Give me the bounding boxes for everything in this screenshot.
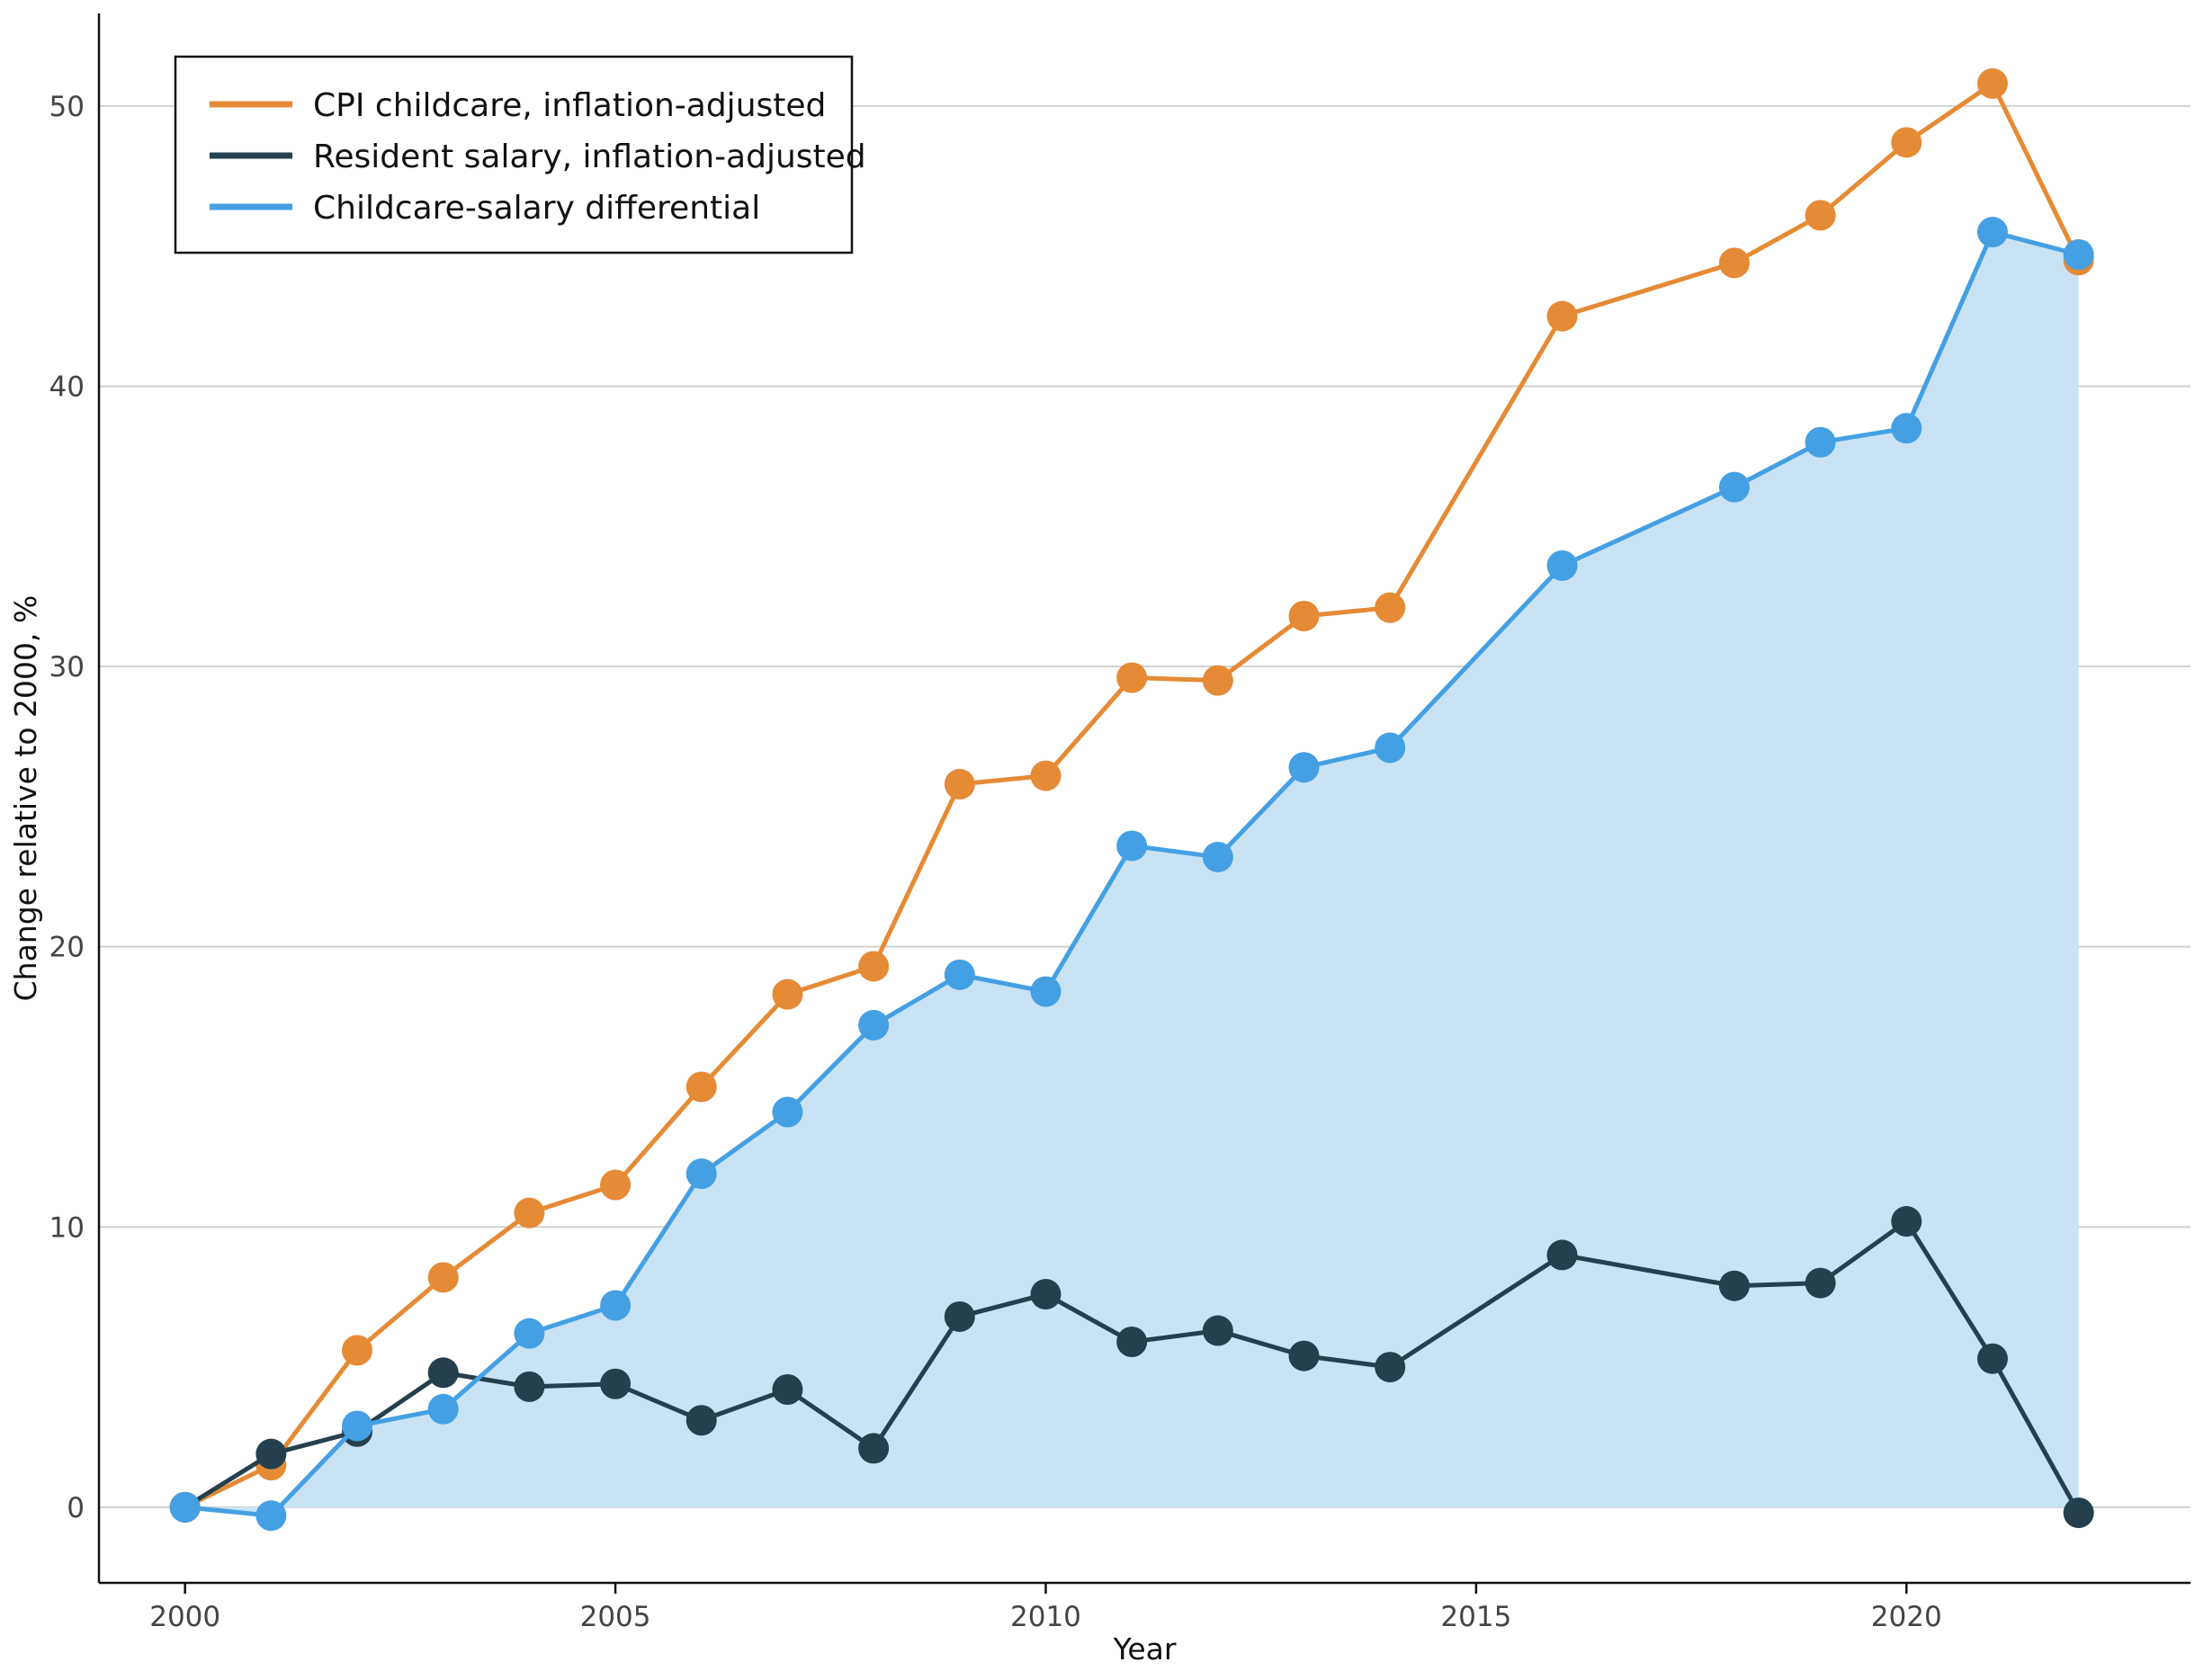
cpi-childcare-point <box>1546 300 1578 332</box>
differential-point <box>1288 752 1320 783</box>
legend-label-resident-salary: Resident salary, inflation-adjusted <box>313 139 866 175</box>
resident-salary-point <box>685 1405 717 1436</box>
cpi-childcare-point <box>1805 200 1836 231</box>
differential-point <box>685 1158 717 1190</box>
resident-salary-point <box>1288 1340 1320 1372</box>
x-tick-label: 2010 <box>1010 1601 1081 1633</box>
y-tick-label: 30 <box>49 651 85 684</box>
cpi-childcare-point <box>1891 127 1922 158</box>
y-tick-label: 50 <box>49 91 85 123</box>
cpi-childcare-point <box>1718 247 1750 279</box>
cpi-childcare-point <box>514 1197 545 1229</box>
x-tick-label: 2000 <box>149 1601 220 1633</box>
legend: CPI childcare, inflation-adjusted Residen… <box>174 55 866 255</box>
resident-salary-point <box>2063 1497 2094 1529</box>
resident-salary-point <box>944 1300 975 1332</box>
x-tick-label: 2015 <box>1440 1601 1511 1633</box>
resident-salary-point <box>514 1371 545 1402</box>
cpi-childcare-point <box>1288 600 1320 631</box>
resident-salary-point <box>1546 1239 1578 1271</box>
resident-salary-point <box>1891 1206 1922 1238</box>
differential-point <box>1718 471 1750 503</box>
x-tick-label: 2005 <box>580 1601 651 1633</box>
differential-point <box>1116 830 1148 862</box>
differential-area <box>184 232 2079 1516</box>
y-axis-title: Change relative to 2000, % <box>8 595 43 1002</box>
y-tick-label: 20 <box>49 932 85 964</box>
resident-salary-point <box>1976 1343 2008 1374</box>
cpi-childcare-point <box>1202 665 1233 696</box>
resident-salary-point <box>600 1368 632 1399</box>
cpi-childcare-point <box>1976 67 2008 99</box>
differential-point <box>1202 841 1233 872</box>
resident-salary-point <box>1375 1352 1406 1383</box>
differential-point <box>514 1318 545 1349</box>
y-tick-label: 0 <box>67 1492 85 1524</box>
cpi-childcare-point <box>685 1071 717 1103</box>
x-tick-label: 2020 <box>1871 1601 1942 1633</box>
cpi-childcare-point <box>427 1262 459 1293</box>
resident-salary-point <box>772 1373 803 1405</box>
cpi-childcare-point <box>944 768 975 800</box>
legend-label-cpi-childcare: CPI childcare, inflation-adjusted <box>313 87 826 124</box>
resident-salary-point <box>1718 1270 1750 1301</box>
differential-point <box>1805 426 1836 458</box>
y-tick-label: 10 <box>49 1211 85 1244</box>
differential-point <box>427 1393 459 1425</box>
cpi-childcare-point <box>600 1169 632 1201</box>
resident-salary-point <box>1116 1327 1148 1358</box>
differential-point <box>255 1500 287 1532</box>
resident-salary-point <box>858 1433 890 1464</box>
differential-point <box>858 1009 890 1041</box>
legend-label-differential: Childcare-salary differential <box>313 190 760 227</box>
x-axis-title: Year <box>1113 1631 1177 1667</box>
series-layer <box>169 67 2094 1532</box>
resident-salary-point <box>427 1357 459 1389</box>
y-tick-label: 40 <box>49 371 85 403</box>
resident-salary-point <box>255 1438 287 1470</box>
cpi-childcare-point <box>1030 760 1062 791</box>
differential-point <box>169 1491 201 1523</box>
differential-point <box>1891 413 1922 444</box>
cpi-childcare-point <box>1116 662 1148 693</box>
differential-point <box>772 1096 803 1128</box>
differential-point <box>600 1290 632 1321</box>
differential-point <box>944 959 975 990</box>
area-fill-layer <box>184 232 2079 1516</box>
resident-salary-point <box>1030 1279 1062 1310</box>
cpi-childcare-point <box>342 1335 373 1366</box>
resident-salary-point <box>1805 1267 1836 1299</box>
cpi-childcare-point <box>858 951 890 982</box>
cpi-childcare-point <box>1375 592 1406 623</box>
differential-point <box>2063 238 2094 270</box>
differential-point <box>1030 976 1062 1007</box>
cpi-childcare-point <box>772 979 803 1010</box>
differential-point <box>1546 550 1578 581</box>
differential-point <box>1976 217 2008 248</box>
resident-salary-point <box>1202 1315 1233 1346</box>
differential-point <box>342 1410 373 1442</box>
axes: 0 10 20 30 40 50 2000 2005 2010 2015 2020 <box>49 13 2191 1633</box>
differential-point <box>1375 732 1406 764</box>
